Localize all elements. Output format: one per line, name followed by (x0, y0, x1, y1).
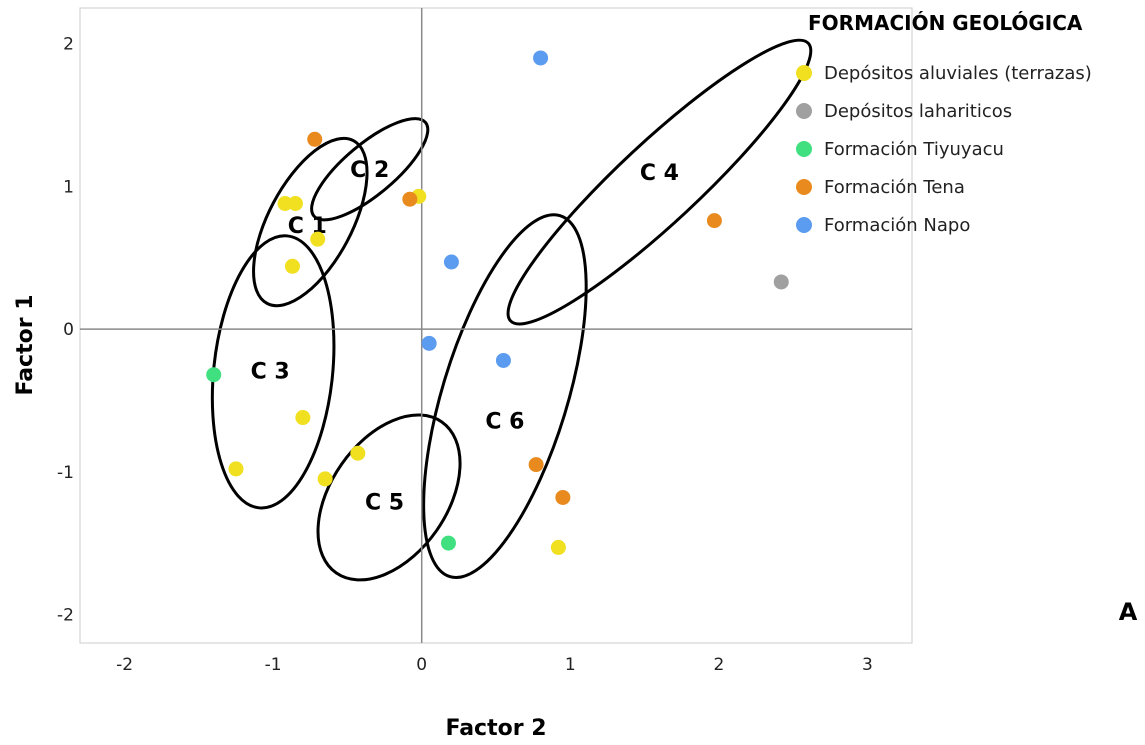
legend-entry: Depósitos aluviales (terrazas) (824, 63, 1092, 84)
legend-marker (796, 103, 812, 119)
y-tick-label: 0 (63, 320, 74, 340)
y-tick-label: 2 (63, 35, 74, 55)
legend-entry: Depósitos lahariticos (824, 101, 1012, 122)
cluster-ellipse (310, 117, 430, 222)
data-point (706, 213, 722, 229)
y-tick-label: -2 (57, 605, 74, 625)
data-point (495, 352, 511, 368)
data-point (307, 131, 323, 147)
data-point (287, 195, 303, 211)
panel-label: A (1119, 598, 1138, 626)
y-tick-label: -1 (57, 463, 74, 483)
data-point (402, 191, 418, 207)
cluster-ellipse (252, 136, 369, 308)
data-point (773, 274, 789, 290)
x-tick-label: 2 (713, 655, 724, 675)
x-tick-label: 1 (565, 655, 576, 675)
cluster-label: C 2 (350, 158, 389, 183)
legend-entry: Formación Tiyuyacu (824, 139, 1004, 160)
cluster-label: C 6 (485, 409, 524, 434)
x-tick-label: -2 (116, 655, 133, 675)
data-points (206, 50, 789, 555)
x-tick-label: 0 (416, 655, 427, 675)
data-point (528, 457, 544, 473)
cluster-ellipse (210, 234, 336, 510)
legend-title: FORMACIÓN GEOLÓGICA (808, 11, 1083, 35)
data-point (350, 445, 366, 461)
plot-area (79, 7, 913, 644)
data-point (277, 195, 293, 211)
legend: FORMACIÓN GEOLÓGICA Depósitos aluviales (… (796, 11, 1092, 236)
legend-marker (796, 141, 812, 157)
cluster-label: C 5 (365, 491, 404, 516)
legend-entry: Formación Napo (824, 215, 970, 236)
data-point (206, 367, 222, 383)
y-axis-title: Factor 1 (13, 294, 38, 395)
data-point (533, 50, 549, 66)
data-point (440, 535, 456, 551)
legend-marker (796, 65, 812, 81)
data-point (317, 471, 333, 487)
y-tick-label: 1 (63, 177, 74, 197)
data-point (550, 539, 566, 555)
legend-entry: Formación Tena (824, 177, 965, 198)
data-point (555, 489, 571, 505)
clusters-layer: C 1C 2C 3C 4C 5C 6 (210, 38, 813, 582)
cluster-ellipse (506, 38, 813, 326)
data-point (443, 254, 459, 270)
data-point (310, 231, 326, 247)
reference-axes (80, 8, 912, 643)
data-point (228, 461, 244, 477)
data-point (295, 410, 311, 426)
cluster-ellipse (316, 413, 462, 582)
legend-marker (796, 217, 812, 233)
legend-marker (796, 179, 812, 195)
cluster-label: C 3 (251, 359, 290, 384)
x-tick-label: 3 (862, 655, 873, 675)
data-point (421, 335, 437, 351)
tick-labels: -2 -1 0 1 2 3 -2 -1 0 1 2 (57, 35, 873, 675)
x-tick-label: -1 (265, 655, 282, 675)
data-point (284, 258, 300, 274)
x-axis-title: Factor 2 (445, 716, 546, 741)
cluster-label: C 4 (640, 161, 679, 186)
cluster-ellipse (422, 213, 588, 579)
